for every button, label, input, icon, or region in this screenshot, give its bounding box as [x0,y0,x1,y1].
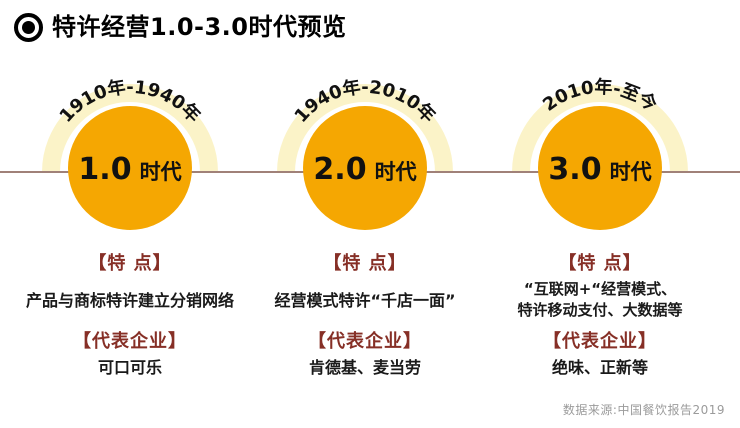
era1-feature-body: 产品与商标特许建立分销网络 [18,276,242,324]
era3-feature-line1: “互联网+“经营模式、 [523,280,677,298]
era3-column: 【特 点】 “互联网+“经营模式、 特许移动支付、大数据等 【代表企业】 绝味、… [488,246,712,380]
era1-number: 1.0 [78,152,131,187]
era2-label: 2.0 时代 [313,152,416,187]
era1-label: 1.0 时代 [78,152,181,187]
era3-arc [512,84,688,173]
era1-company-heading: 【代表企业】 [73,331,187,352]
era1-circle [68,106,192,230]
era1-feature-heading: 【特 点】 [88,253,172,274]
era1-arc [42,84,218,173]
era-timeline-diagram: 1910年-1940年 1940年-2010年 2010年-至今 1.0 时代 2… [0,76,740,230]
header: 特许经营1.0-3.0时代预览 [14,12,347,42]
era1-companies: 可口可乐 [97,358,162,377]
era2-suffix: 时代 [375,160,417,184]
era1-suffix: 时代 [140,160,182,184]
era3-company-heading: 【代表企业】 [543,331,657,352]
bullseye-icon [14,12,43,42]
era2-number: 2.0 [313,152,366,187]
era3-circle [538,106,662,230]
era3-suffix: 时代 [610,160,652,184]
era1-column: 【特 点】 产品与商标特许建立分销网络 【代表企业】 可口可乐 [18,246,242,380]
era3-label: 3.0 时代 [548,152,651,187]
era3-feature-heading: 【特 点】 [558,253,642,274]
bullseye-dot [22,20,35,34]
era3-companies: 绝味、正新等 [551,358,648,377]
era2-column: 【特 点】 经营模式特许“千店一面” 【代表企业】 肯德基、麦当劳 [253,246,477,380]
page-title: 特许经营1.0-3.0时代预览 [52,13,347,41]
data-source-note: 数据来源:中国餐饮报告2019 [562,403,725,417]
era3-feature-body: “互联网+“经营模式、 特许移动支付、大数据等 [488,276,712,324]
era2-company-heading: 【代表企业】 [308,331,422,352]
era3-number: 3.0 [548,152,601,187]
era2-circle [303,106,427,230]
era3-feature-line2: 特许移动支付、大数据等 [517,301,683,319]
era1-feature-line: 产品与商标特许建立分销网络 [25,290,234,310]
era2-feature-heading: 【特 点】 [323,253,407,274]
era2-companies: 肯德基、麦当劳 [308,358,421,377]
era2-feature-line: 经营模式特许“千店一面” [274,290,456,310]
era2-arc [277,84,453,173]
era2-feature-body: 经营模式特许“千店一面” [253,276,477,324]
